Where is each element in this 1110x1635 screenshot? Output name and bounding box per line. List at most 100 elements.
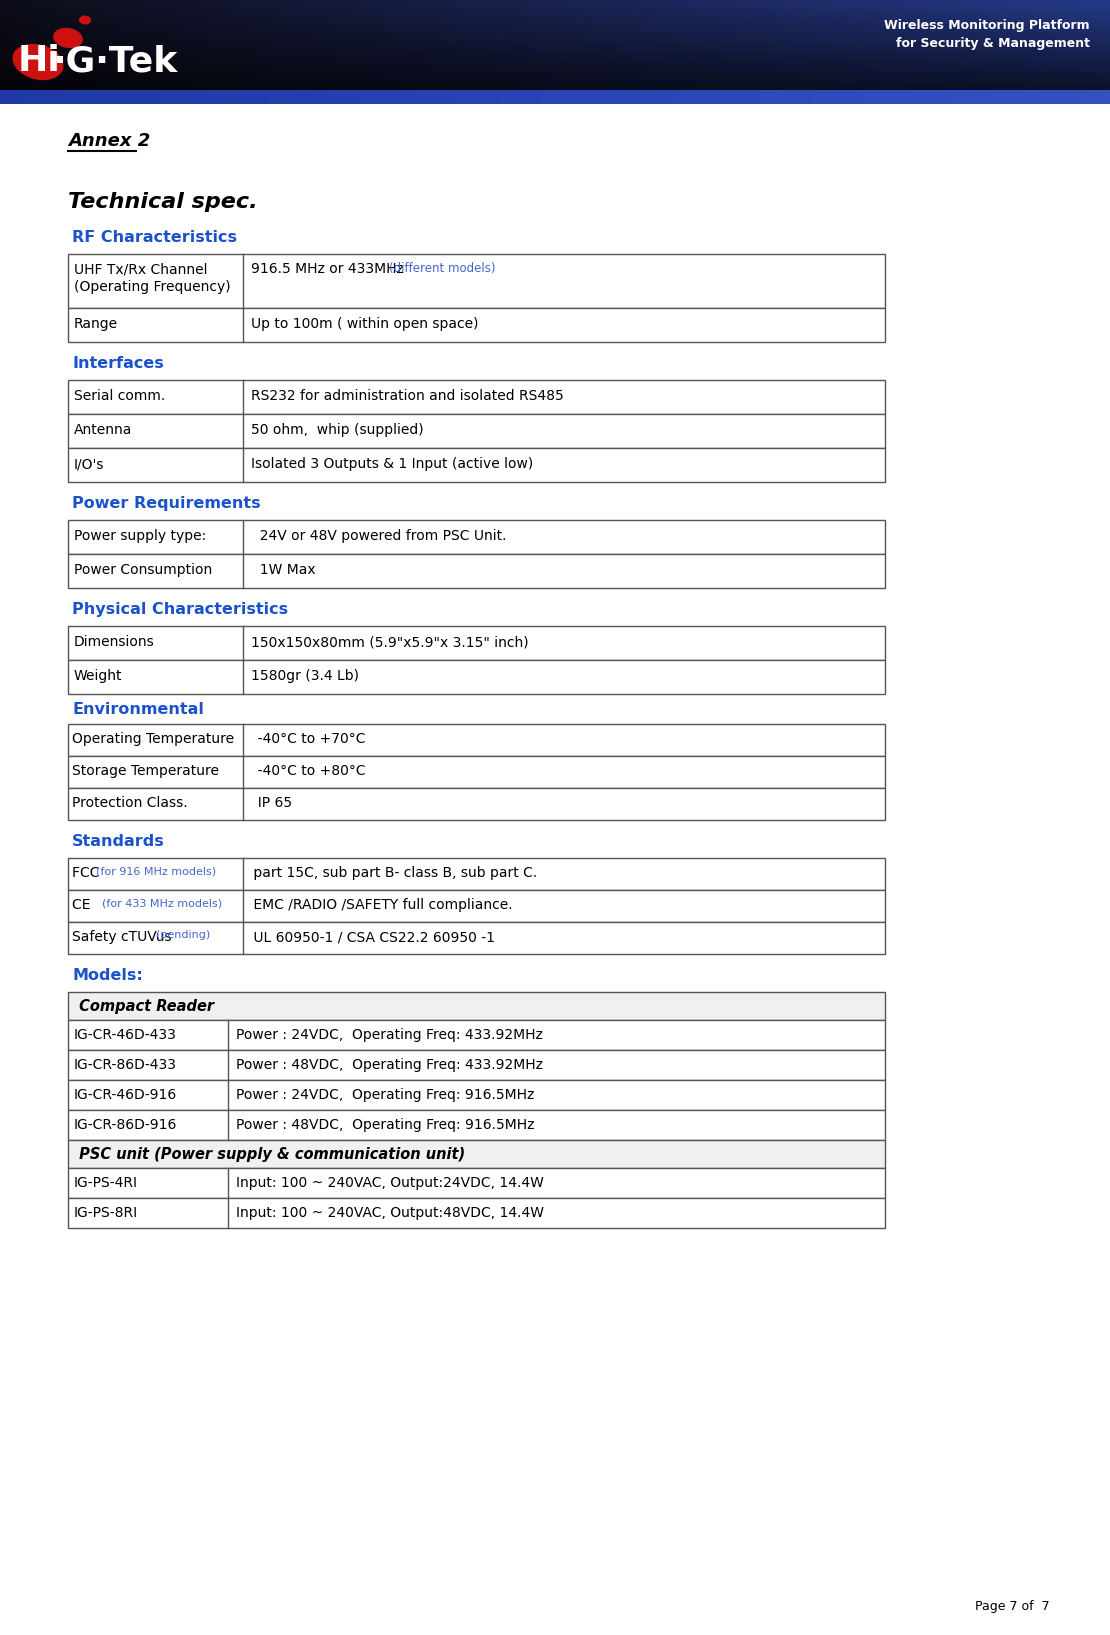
Bar bbox=[1029, 49, 1032, 54]
Bar bbox=[763, 0, 766, 5]
Bar bbox=[885, 0, 888, 5]
Bar bbox=[466, 13, 471, 18]
Bar bbox=[685, 36, 688, 41]
Text: Power Requirements: Power Requirements bbox=[72, 495, 261, 512]
Bar bbox=[899, 49, 904, 54]
Bar bbox=[522, 36, 526, 41]
Bar bbox=[222, 8, 226, 13]
Bar bbox=[388, 18, 393, 23]
Bar bbox=[699, 49, 704, 54]
Bar bbox=[796, 3, 799, 10]
Bar bbox=[236, 49, 241, 54]
Bar bbox=[536, 13, 541, 18]
Bar bbox=[492, 26, 496, 31]
Bar bbox=[696, 3, 699, 10]
Bar bbox=[374, 31, 377, 36]
Ellipse shape bbox=[12, 44, 63, 80]
Bar bbox=[607, 62, 611, 67]
Bar bbox=[0, 8, 4, 13]
Bar bbox=[596, 72, 599, 77]
Bar bbox=[610, 80, 615, 85]
Bar bbox=[303, 67, 307, 72]
Bar bbox=[400, 85, 404, 90]
Bar bbox=[947, 54, 951, 59]
Bar bbox=[647, 62, 652, 67]
Bar bbox=[655, 26, 659, 31]
Bar bbox=[330, 72, 333, 77]
Bar bbox=[363, 31, 366, 36]
Bar bbox=[388, 13, 393, 18]
Bar bbox=[85, 85, 89, 90]
Bar bbox=[625, 80, 629, 85]
Bar bbox=[470, 62, 474, 67]
Bar bbox=[119, 90, 122, 105]
Bar bbox=[314, 80, 319, 85]
Bar bbox=[466, 0, 471, 5]
Bar bbox=[144, 67, 149, 72]
Bar bbox=[581, 31, 585, 36]
Bar bbox=[152, 0, 155, 5]
Bar bbox=[192, 72, 196, 77]
Bar bbox=[52, 67, 56, 72]
Bar bbox=[436, 44, 441, 49]
Bar bbox=[178, 8, 182, 13]
Bar bbox=[125, 49, 130, 54]
Bar bbox=[633, 18, 637, 23]
Bar bbox=[259, 90, 263, 105]
Bar bbox=[581, 39, 585, 46]
Bar bbox=[666, 8, 670, 13]
Bar bbox=[785, 44, 788, 49]
Bar bbox=[303, 0, 307, 5]
Bar bbox=[3, 21, 8, 28]
Bar bbox=[41, 75, 44, 82]
Bar bbox=[929, 18, 932, 23]
Bar bbox=[363, 72, 366, 77]
Bar bbox=[314, 62, 319, 67]
Bar bbox=[1084, 13, 1088, 18]
Bar bbox=[536, 39, 541, 46]
Bar bbox=[958, 13, 962, 18]
Bar bbox=[400, 57, 404, 64]
Bar bbox=[41, 57, 44, 64]
Bar bbox=[336, 90, 341, 105]
Bar bbox=[663, 72, 666, 77]
Bar bbox=[230, 39, 233, 46]
Bar bbox=[566, 8, 571, 13]
Bar bbox=[640, 3, 644, 10]
Bar bbox=[944, 72, 948, 77]
Bar bbox=[325, 80, 330, 85]
Bar bbox=[233, 67, 238, 72]
Bar bbox=[1032, 26, 1037, 31]
Bar bbox=[236, 75, 241, 82]
Bar bbox=[152, 57, 155, 64]
Bar bbox=[259, 3, 263, 10]
Bar bbox=[270, 18, 274, 23]
Bar bbox=[888, 21, 892, 28]
Bar bbox=[921, 0, 926, 5]
Bar bbox=[755, 72, 759, 77]
Bar bbox=[1043, 80, 1048, 85]
Bar bbox=[599, 3, 604, 10]
Bar bbox=[219, 0, 222, 5]
Bar bbox=[791, 18, 796, 23]
Bar bbox=[777, 72, 781, 77]
Bar bbox=[722, 62, 726, 67]
Bar bbox=[363, 39, 366, 46]
Bar bbox=[607, 36, 611, 41]
Bar bbox=[458, 49, 463, 54]
Bar bbox=[555, 67, 559, 72]
Bar bbox=[518, 80, 522, 85]
Bar bbox=[896, 90, 899, 105]
Bar bbox=[803, 26, 807, 31]
Bar bbox=[178, 26, 182, 31]
Bar bbox=[381, 13, 385, 18]
Bar bbox=[618, 75, 622, 82]
Bar bbox=[259, 36, 263, 41]
Bar bbox=[533, 0, 537, 5]
Bar bbox=[400, 18, 404, 23]
Bar bbox=[569, 13, 574, 18]
Bar bbox=[303, 13, 307, 18]
Bar bbox=[219, 18, 222, 23]
Bar bbox=[214, 80, 219, 85]
Bar bbox=[796, 85, 799, 90]
